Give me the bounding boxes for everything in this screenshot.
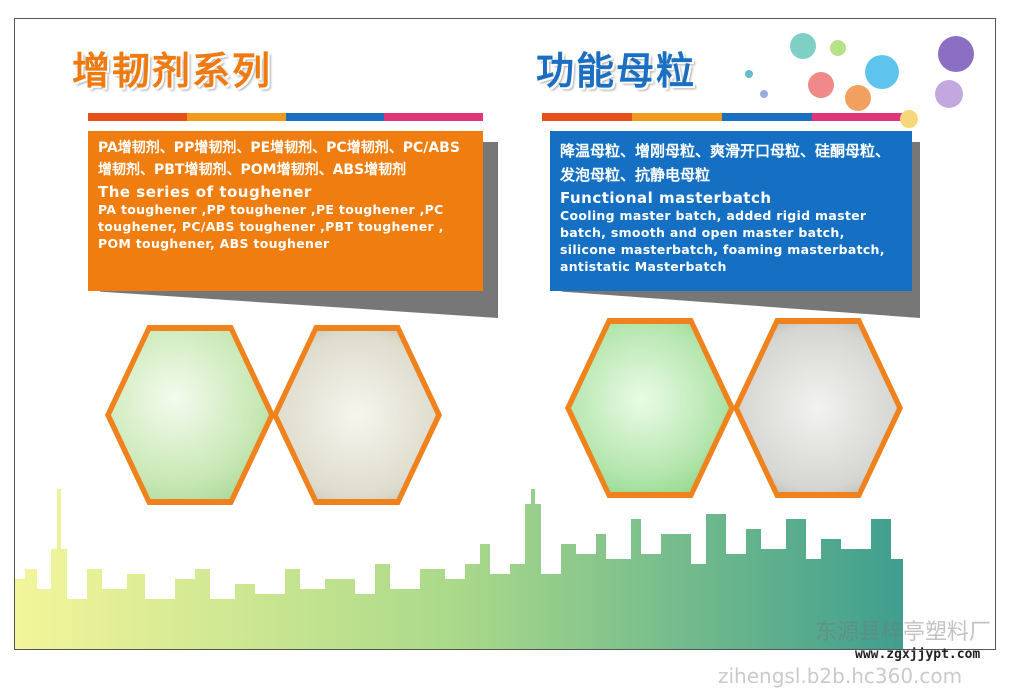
- masterbatch-cn-list: 降温母粒、增刚母粒、爽滑开口母粒、硅酮母粒、发泡母粒、抗静电母粒: [560, 142, 891, 184]
- masterbatch-en-heading: Functional masterbatch: [560, 189, 772, 207]
- color-stripe: [88, 113, 483, 121]
- white-pellets-image: [272, 325, 442, 505]
- toughener-en-list: PA toughener ,PP toughener ,PE toughener…: [98, 202, 444, 251]
- toughener-title: 增韧剂系列: [72, 49, 273, 93]
- watermark-url: www.zgxjjypt.com: [855, 647, 981, 662]
- city-skyline: [15, 489, 903, 649]
- masterbatch-en-list: Cooling master batch, added rigid master…: [560, 208, 885, 274]
- toughener-cn-list: PA增韧剂、PP增韧剂、PE增韧剂、PC增韧剂、PC/ABS增韧剂、PBT增韧剂…: [98, 140, 460, 178]
- masterbatch-info-box: 降温母粒、增刚母粒、爽滑开口母粒、硅酮母粒、发泡母粒、抗静电母粒 Functio…: [550, 131, 912, 291]
- color-stripe: [542, 113, 902, 121]
- watermark-site: zihengsl.b2b.hc360.com: [718, 664, 963, 688]
- masterbatch-title: 功能母粒: [536, 49, 697, 93]
- toughener-en-heading: The series of toughener: [98, 183, 312, 201]
- toughener-info-box: PA增韧剂、PP增韧剂、PE增韧剂、PC增韧剂、PC/ABS增韧剂、PBT增韧剂…: [88, 131, 483, 291]
- watermark-company: 东源县梓亭塑料厂: [815, 620, 992, 645]
